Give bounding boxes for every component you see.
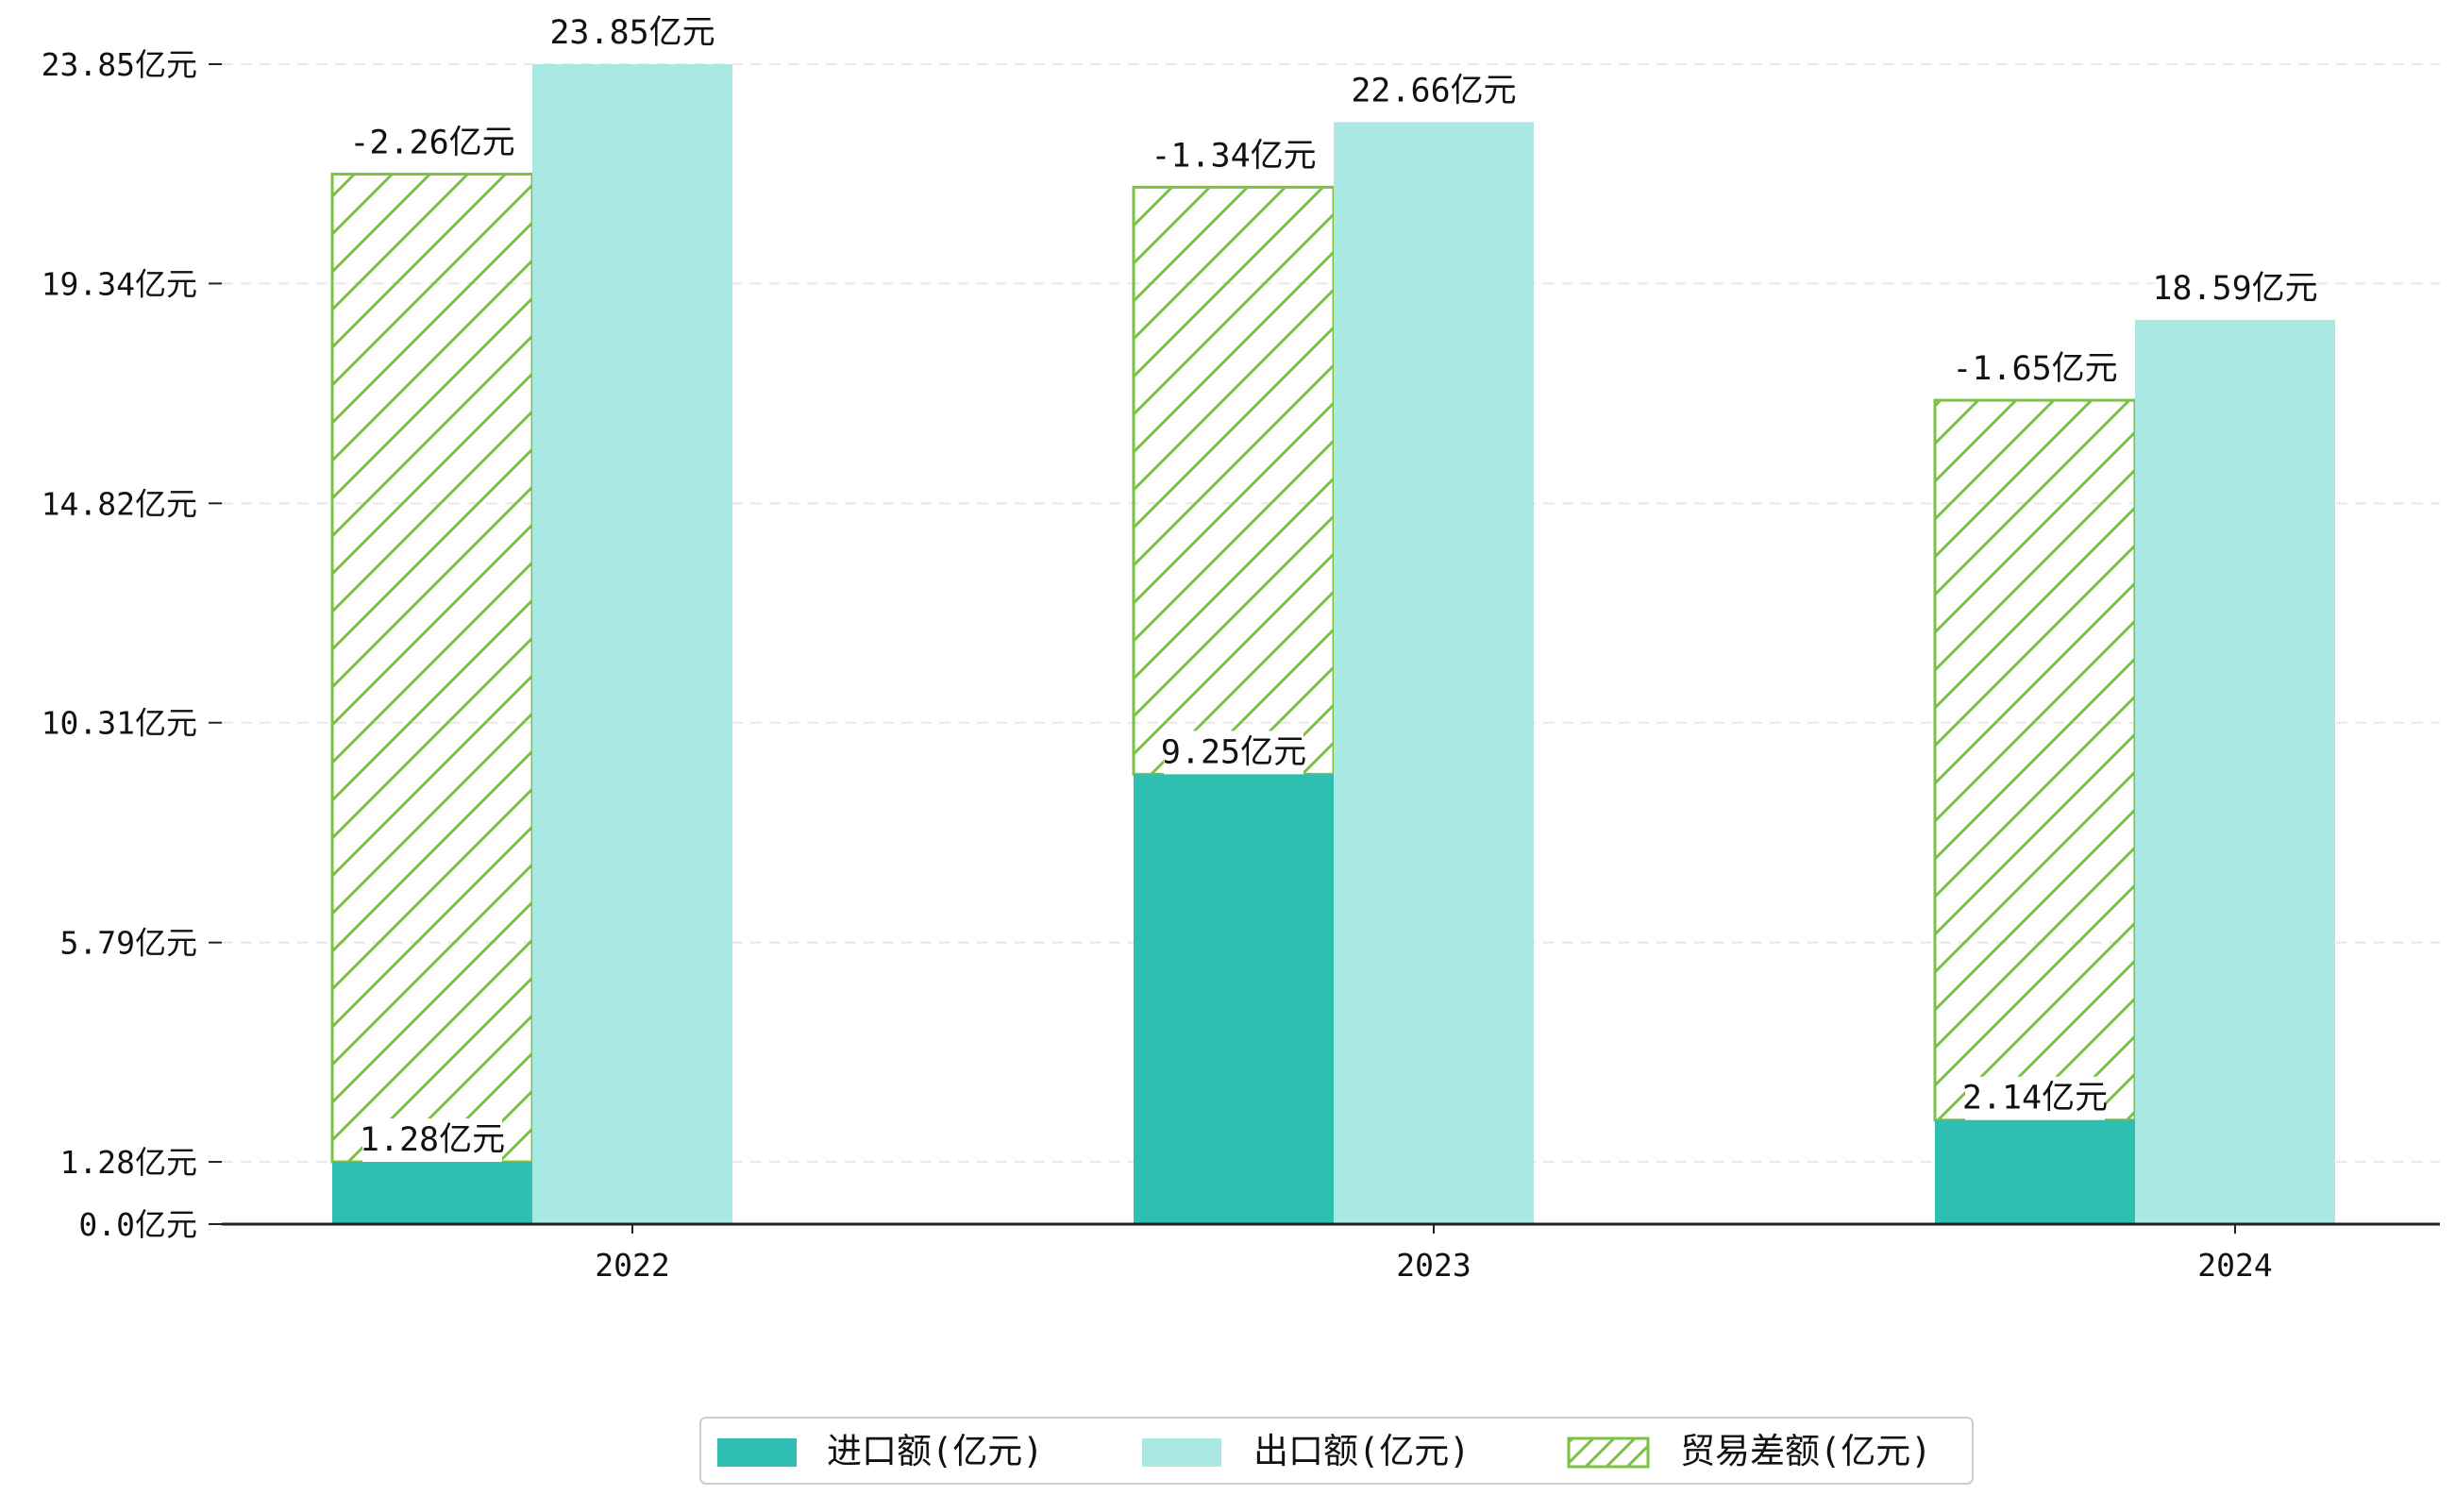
label-trade-balance-2024-bg (1955, 347, 2115, 392)
label-export-2022-bg (552, 11, 713, 55)
label-export-2023: 22.66亿元 (1351, 72, 1516, 109)
bars (330, 64, 2335, 1224)
x-tick-label: 2023 (1396, 1247, 1471, 1284)
label-trade-balance-2022-bg (352, 121, 513, 165)
label-import-2023: 9.25亿元 (1161, 733, 1306, 771)
legend: 进口额(亿元) 出口额(亿元) 贸易差额(亿元) (699, 1417, 1974, 1485)
axes: 0.0亿元 1.28亿元 5.79亿元 10.31亿元 14.82亿元 19.34亿元 23… (42, 46, 2440, 1284)
legend-box (699, 1417, 1974, 1485)
label-trade-balance-2023: -1.34亿元 (1151, 137, 1316, 175)
label-import-2022: 1.28亿元 (360, 1121, 505, 1159)
y-tick-label: 1.28亿元 (60, 1144, 197, 1181)
legend-label-0: 进口额(亿元) (827, 1431, 1044, 1471)
legend-swatch-2 (1567, 1436, 1650, 1469)
x-tick-label: 2022 (595, 1247, 669, 1284)
y-tick-label: 5.79亿元 (60, 925, 197, 962)
legend-label-1: 出口额(亿元) (1253, 1431, 1471, 1471)
label-trade-balance-2023-bg (1153, 134, 1314, 178)
label-import-2023-bg (1164, 731, 1303, 775)
legend-swatch-1 (1142, 1438, 1221, 1467)
bar-import-2022 (332, 1162, 532, 1224)
y-tick-label: 0.0亿元 (78, 1206, 197, 1243)
label-export-2024-bg (2155, 267, 2315, 311)
bar-export-2023 (1334, 122, 1534, 1224)
label-import-2022-bg (362, 1118, 502, 1163)
bar-import-2023 (1134, 774, 1334, 1224)
legend-swatch-0 (717, 1438, 797, 1467)
legend-label-2: 贸易差额(亿元) (1680, 1431, 1932, 1471)
y-tick-label: 14.82亿元 (42, 485, 197, 522)
label-import-2024: 2.14亿元 (1962, 1080, 2108, 1117)
label-trade-balance-2024: -1.65亿元 (1952, 350, 2117, 388)
bar-export-2024 (2135, 320, 2335, 1224)
data-labels: 1.28亿元 -2.26亿元 23.85亿元 9.25亿元 -1.34亿元 22.66亿元… (349, 11, 2318, 1163)
bar-trade-balance-2024 (1933, 398, 2137, 1122)
bar-trade-balance-2023 (1132, 185, 1336, 776)
x-tick-label: 2024 (2197, 1247, 2272, 1284)
bar-trade-balance-2022 (330, 172, 534, 1164)
label-trade-balance-2022: -2.26亿元 (349, 124, 514, 161)
label-export-2023-bg (1354, 69, 1514, 113)
label-export-2022: 23.85亿元 (549, 14, 715, 52)
y-tick-label: 23.85亿元 (42, 46, 197, 83)
y-tick-label: 19.34亿元 (42, 265, 197, 302)
label-import-2024-bg (1965, 1076, 2105, 1120)
bar-import-2024 (1935, 1119, 2135, 1224)
bar-export-2022 (532, 64, 732, 1224)
y-tick-label: 10.31亿元 (42, 705, 197, 742)
label-export-2024: 18.59亿元 (2152, 270, 2317, 308)
